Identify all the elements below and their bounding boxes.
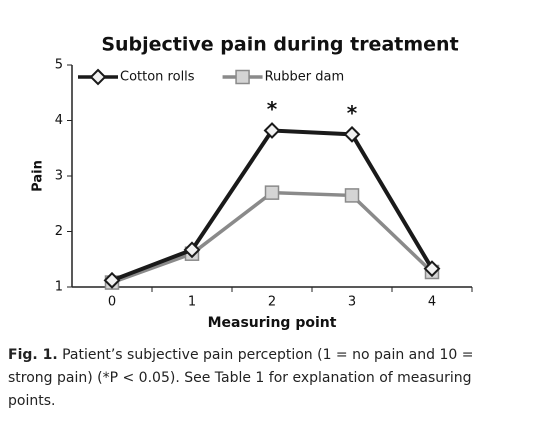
data-point (103, 271, 121, 289)
figure-caption: Fig. 1. Patient’s subjective pain percep… (8, 344, 508, 413)
caption-text: Patient’s subjective pain perception (1 … (8, 347, 474, 409)
y-axis-label: Pain (31, 160, 46, 192)
data-point (423, 260, 441, 278)
legend-label: Cotton rolls (120, 70, 195, 85)
x-tick-label: 2 (268, 295, 276, 310)
y-tick-label: 4 (55, 113, 63, 128)
x-tick-label: 1 (188, 295, 196, 310)
y-tick-label: 2 (55, 224, 63, 239)
data-point (343, 125, 361, 143)
legend-label: Rubber dam (265, 70, 345, 85)
legend-marker (235, 69, 250, 85)
chart: Subjective pain during treatment Pain Me… (31, 34, 473, 331)
data-point (264, 185, 280, 200)
chart-title: Subjective pain during treatment (101, 34, 458, 56)
data-point (344, 188, 360, 203)
x-tick-label: 4 (428, 295, 436, 310)
annotation: * (347, 101, 358, 125)
annotation: * (267, 97, 278, 121)
data-point (183, 241, 201, 259)
series-line (111, 128, 434, 283)
x-tick-label: 0 (108, 295, 116, 310)
y-tick-label: 1 (55, 280, 63, 295)
data-point (263, 122, 281, 139)
y-tick-label: 3 (55, 169, 63, 184)
x-tick-label: 3 (348, 295, 356, 310)
y-tick-label: 5 (55, 58, 63, 73)
x-axis-label: Measuring point (208, 315, 337, 331)
caption-label: Fig. 1. (8, 347, 58, 363)
legend-marker (89, 68, 107, 86)
series-line (111, 190, 434, 285)
